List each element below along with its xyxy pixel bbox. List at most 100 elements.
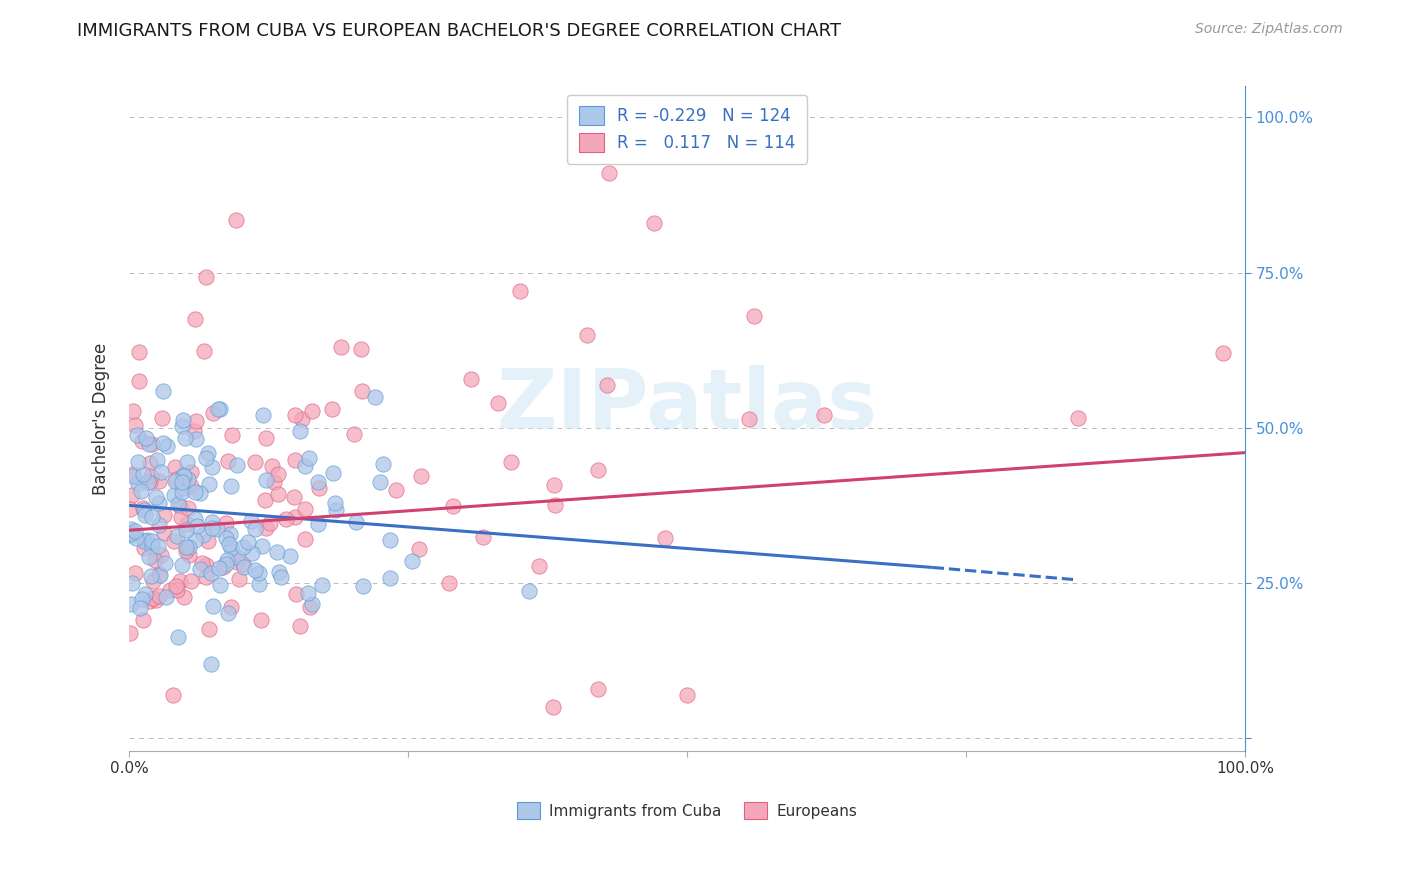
Point: [201, 521, 224, 535]
Point: [120, 626, 142, 640]
Point: [228, 572, 250, 586]
Point: [330, 340, 353, 354]
Point: [132, 467, 155, 481]
Point: [183, 533, 205, 547]
Point: [120, 528, 142, 542]
Point: [138, 436, 160, 450]
Point: [159, 582, 181, 597]
Point: [145, 490, 167, 504]
Point: [139, 456, 162, 470]
Point: [270, 570, 292, 584]
Point: [132, 534, 155, 549]
Point: [143, 553, 166, 567]
Point: [149, 548, 172, 562]
Point: [172, 467, 194, 482]
Point: [174, 544, 197, 558]
Text: Source: ZipAtlas.com: Source: ZipAtlas.com: [1195, 22, 1343, 37]
Point: [201, 599, 224, 613]
Point: [243, 563, 266, 577]
Point: [195, 570, 218, 584]
Point: [136, 533, 159, 547]
Point: [188, 486, 211, 500]
Point: [121, 488, 143, 502]
Point: [311, 578, 333, 592]
Point: [163, 533, 186, 548]
Point: [142, 574, 165, 589]
Point: [276, 512, 298, 526]
Point: [146, 453, 169, 467]
Point: [183, 484, 205, 499]
Point: [215, 557, 238, 571]
Point: [167, 497, 190, 511]
Point: [148, 474, 170, 488]
Point: [267, 486, 290, 500]
Point: [153, 508, 176, 522]
Point: [263, 475, 285, 489]
Point: [250, 613, 273, 627]
Point: [195, 558, 218, 572]
Point: [368, 475, 391, 490]
Point: [254, 431, 277, 445]
Point: [173, 469, 195, 483]
Point: [654, 531, 676, 545]
Text: ZIPatlas: ZIPatlas: [496, 365, 877, 446]
Point: [200, 657, 222, 671]
Point: [259, 516, 281, 530]
Point: [172, 413, 194, 427]
Point: [350, 342, 373, 356]
Point: [307, 475, 329, 490]
Point: [471, 530, 494, 544]
Point: [284, 453, 307, 467]
Legend: Immigrants from Cuba, Europeans: Immigrants from Cuba, Europeans: [509, 795, 865, 827]
Point: [294, 501, 316, 516]
Point: [252, 409, 274, 423]
Point: [586, 463, 609, 477]
Point: [254, 521, 277, 535]
Point: [201, 460, 224, 475]
Point: [240, 515, 263, 529]
Point: [245, 455, 267, 469]
Point: [543, 478, 565, 492]
Point: [186, 519, 208, 533]
Point: [128, 345, 150, 359]
Point: [139, 475, 162, 490]
Point: [207, 402, 229, 417]
Point: [141, 436, 163, 450]
Point: [150, 410, 173, 425]
Point: [291, 412, 314, 426]
Point: [121, 576, 143, 591]
Point: [378, 571, 401, 585]
Point: [344, 515, 367, 529]
Point: [180, 465, 202, 479]
Point: [486, 395, 509, 409]
Point: [152, 435, 174, 450]
Point: [643, 216, 665, 230]
Point: [156, 439, 179, 453]
Point: [134, 502, 156, 516]
Point: [127, 475, 149, 490]
Point: [134, 587, 156, 601]
Point: [141, 539, 163, 553]
Point: [254, 473, 277, 487]
Point: [236, 535, 259, 549]
Point: [170, 484, 193, 499]
Point: [541, 700, 564, 714]
Point: [217, 606, 239, 620]
Point: [308, 482, 330, 496]
Point: [218, 536, 240, 550]
Point: [153, 526, 176, 541]
Point: [232, 557, 254, 571]
Point: [124, 418, 146, 433]
Point: [139, 568, 162, 582]
Point: [155, 591, 177, 605]
Point: [125, 531, 148, 545]
Point: [180, 479, 202, 493]
Point: [197, 533, 219, 548]
Point: [183, 512, 205, 526]
Point: [243, 522, 266, 536]
Point: [323, 496, 346, 510]
Point: [139, 593, 162, 607]
Point: [198, 476, 221, 491]
Point: [267, 467, 290, 482]
Point: [177, 540, 200, 554]
